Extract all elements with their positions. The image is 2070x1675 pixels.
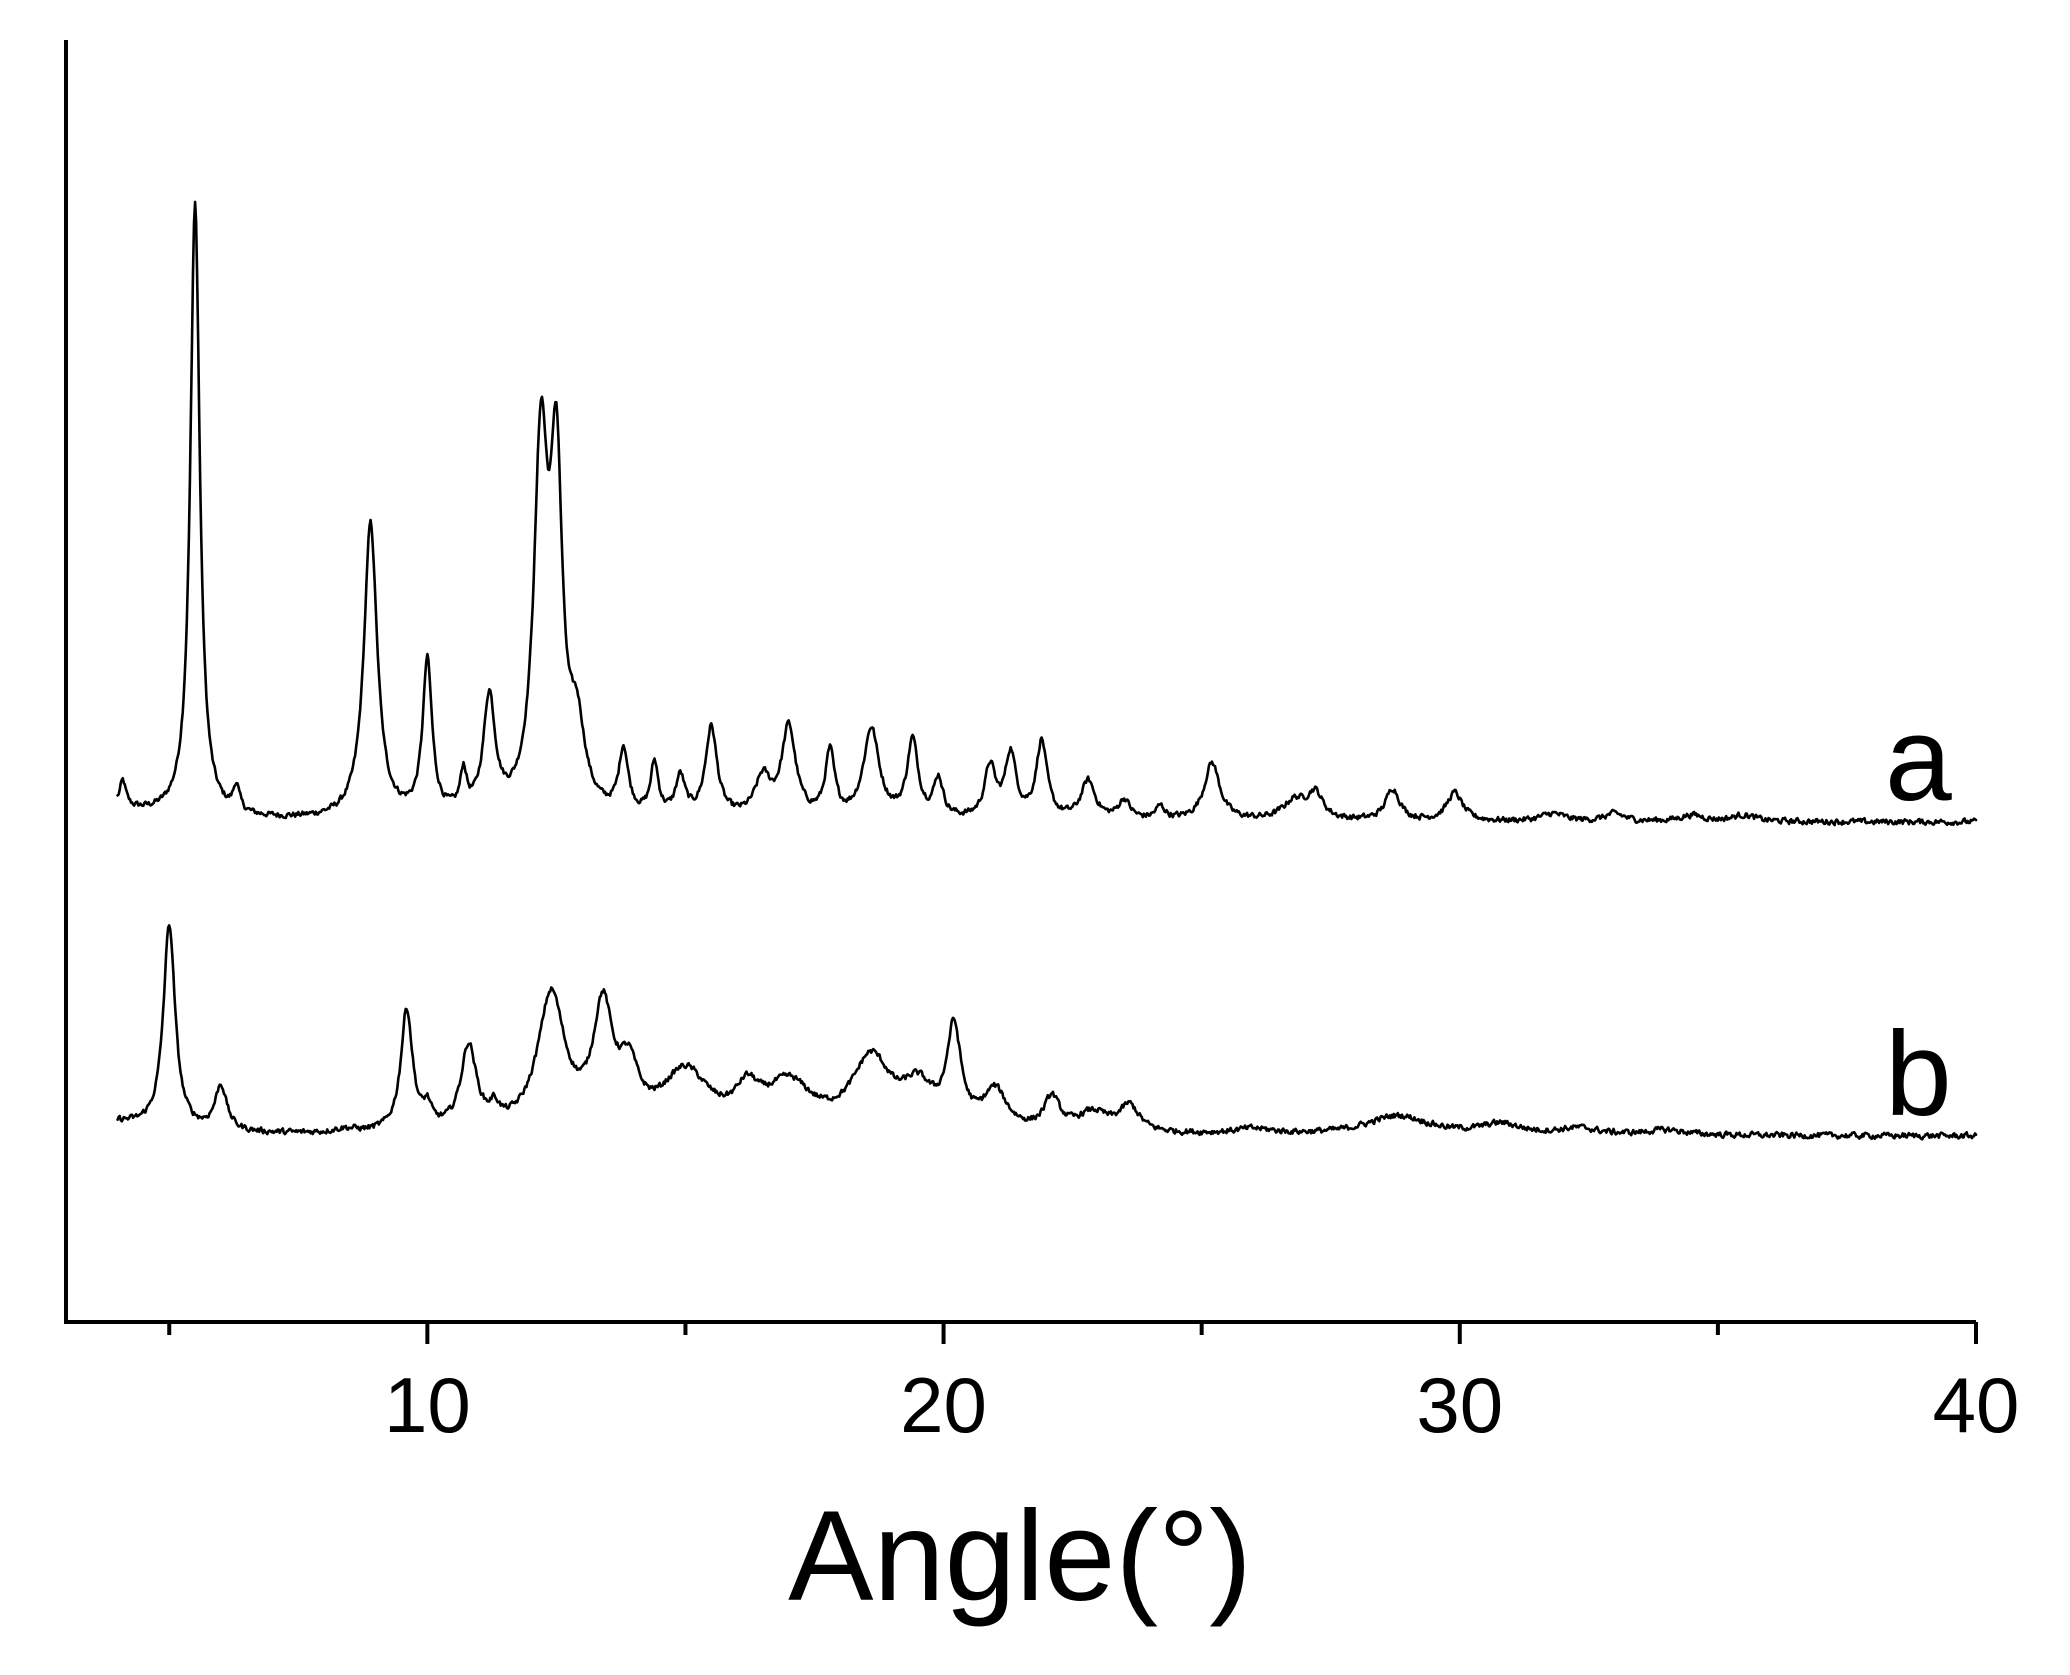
x-tick-label: 30 (1416, 1361, 1503, 1449)
x-ticks: 10 20 30 40 (167, 1322, 2020, 1449)
series-label-a: a (1885, 692, 1952, 826)
x-tick-label: 10 (384, 1361, 471, 1449)
series-line-b (116, 924, 1978, 1141)
x-axis-title: Angle(°) (788, 1485, 1252, 1628)
series-lines (116, 200, 1978, 1141)
series-label-b: b (1885, 1007, 1952, 1141)
x-tick-label: 40 (1933, 1361, 2020, 1449)
x-tick-label: 20 (900, 1361, 987, 1449)
series-line-a (116, 200, 1978, 827)
